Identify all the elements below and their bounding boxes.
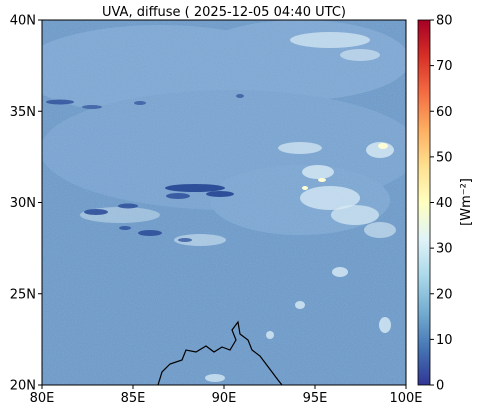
colorbar-tick-label: 10 — [436, 333, 453, 348]
x-tick-label: 85E — [121, 391, 146, 406]
cloud-highlights — [302, 143, 388, 190]
cloud-patches — [80, 32, 396, 382]
x-tick-label: 95E — [303, 391, 328, 406]
colorbar-tick-label: 80 — [436, 14, 453, 29]
y-tick-label: 20N — [10, 379, 36, 394]
colorbar-label: [Wm⁻²] — [459, 178, 474, 226]
y-tick-label: 35N — [10, 105, 36, 120]
coastline — [157, 320, 283, 385]
colorbar-tick-label: 70 — [436, 59, 453, 74]
colorbar-ticks: 0 10 20 30 40 50 60 70 80 — [430, 14, 453, 394]
x-tick-label: 100E — [389, 391, 422, 406]
map-plot-area — [42, 20, 406, 385]
y-tick-label: 40N — [10, 14, 36, 29]
colorbar-tick-label: 20 — [436, 287, 453, 302]
colorbar — [417, 19, 431, 386]
y-tick-label: 30N — [10, 196, 36, 211]
colorbar-tick-label: 60 — [436, 105, 453, 120]
x-tick-label: 90E — [212, 391, 237, 406]
x-axis: 80E 85E 90E 95E 100E — [30, 385, 423, 406]
colorbar-tick-label: 50 — [436, 150, 453, 165]
y-axis: 20N 25N 30N 35N 40N — [10, 14, 42, 394]
colorbar-tick-label: 0 — [436, 379, 444, 394]
colorbar-tick-label: 30 — [436, 242, 453, 257]
figure-title: UVA, diffuse ( 2025-12-05 04:40 UTC) — [102, 5, 346, 20]
x-tick-label: 80E — [30, 391, 55, 406]
y-tick-label: 25N — [10, 287, 36, 302]
colorbar-tick-label: 40 — [436, 196, 453, 211]
low-value-streaks — [46, 94, 244, 242]
